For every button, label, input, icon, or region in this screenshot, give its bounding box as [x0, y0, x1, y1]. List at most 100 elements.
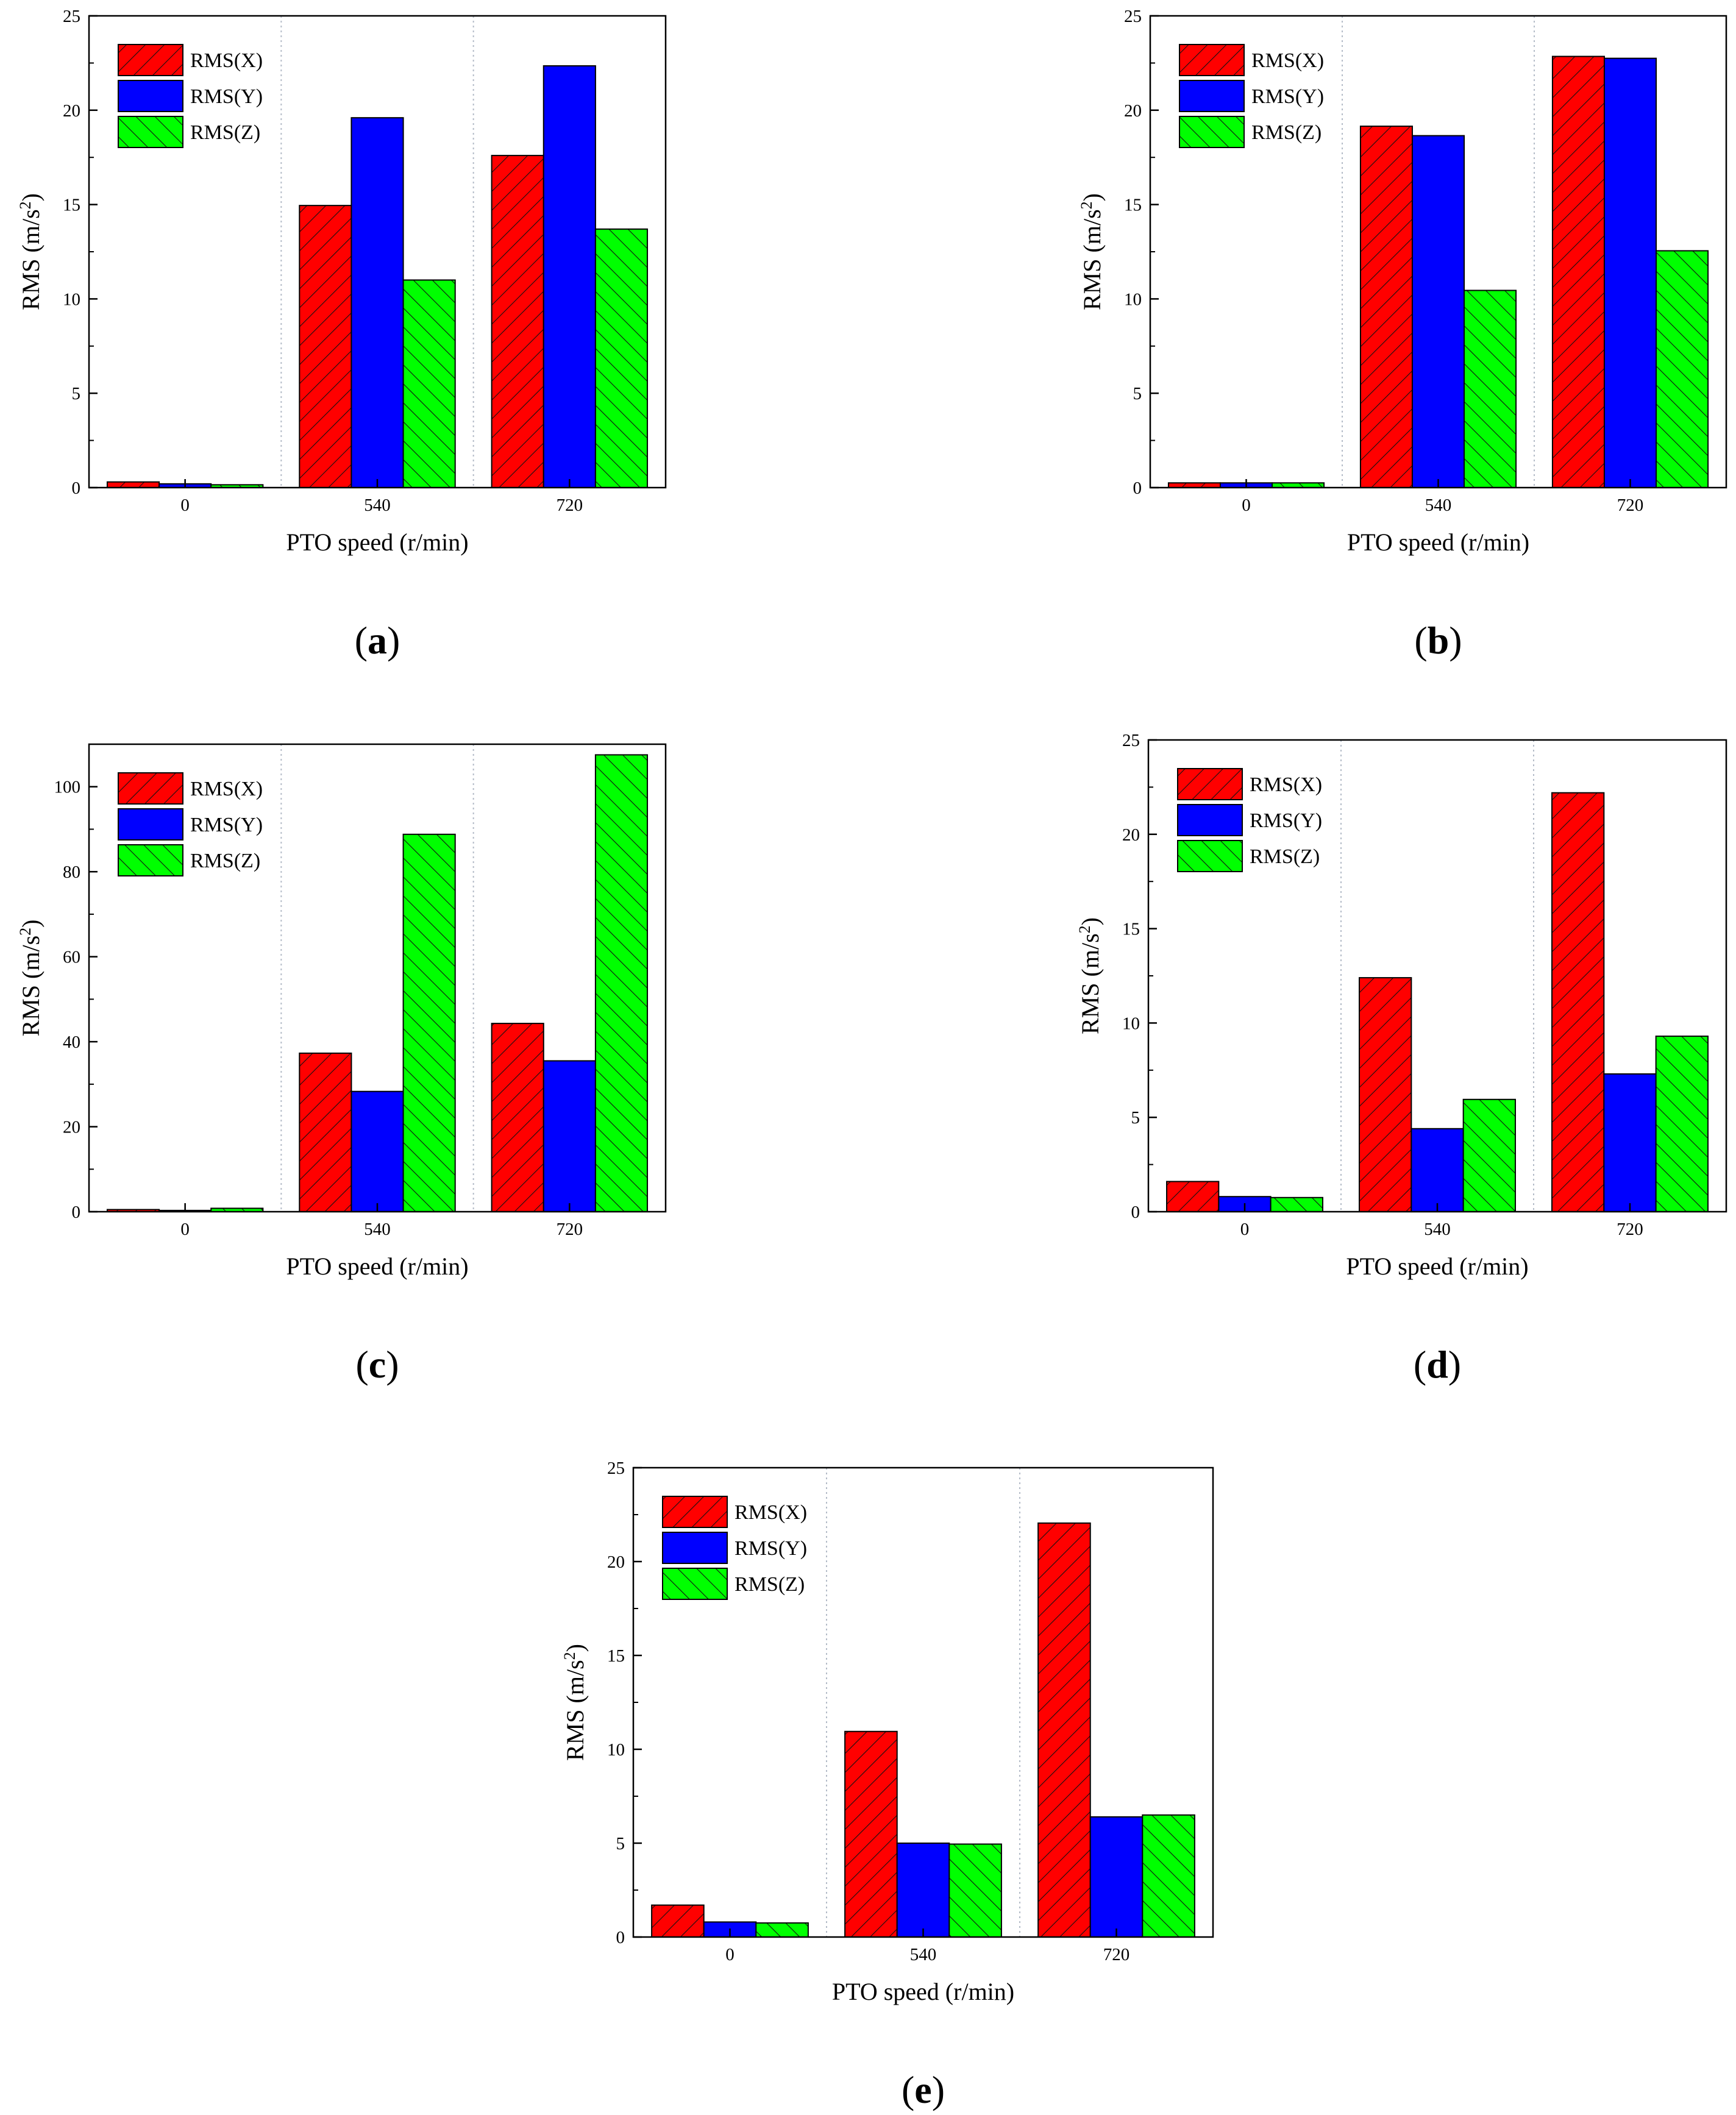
legend-label: RMS(X): [1250, 773, 1322, 796]
legend-label: RMS(Z): [1251, 121, 1322, 144]
bar-rmsz-720: [1142, 1814, 1195, 1938]
y-tick-label: 20: [1122, 825, 1140, 845]
y-tick-label: 20: [607, 1552, 625, 1572]
bar-rmsy-720: [542, 1060, 596, 1212]
legend-swatch: [118, 772, 183, 805]
legend-swatch: [662, 1568, 728, 1600]
legend-swatch: [118, 808, 183, 841]
bar-rmsz-540: [1464, 290, 1517, 488]
y-tick-label: 0: [616, 1928, 625, 1947]
y-tick-label: 0: [72, 478, 81, 498]
legend-label: RMS(Z): [1250, 845, 1320, 868]
y-tick-label: 40: [63, 1033, 80, 1052]
legend: RMS(X) RMS(Y) RMS(Z): [1179, 44, 1324, 148]
panel-label: (c): [355, 1343, 399, 1386]
bar-rmsz-540: [402, 833, 456, 1212]
x-axis-label: PTO speed (r/min): [1347, 528, 1529, 556]
y-tick-label: 15: [1124, 196, 1142, 215]
y-tick-label: 100: [54, 778, 81, 797]
y-tick-label: 0: [1133, 478, 1142, 498]
legend-label: RMS(X): [1251, 49, 1324, 72]
bar-rmsx-0: [106, 481, 160, 488]
y-tick-label: 25: [607, 1459, 625, 1478]
legend-swatch: [1179, 80, 1245, 112]
panel-label: (e): [902, 2068, 945, 2111]
legend-swatch: [1177, 840, 1243, 872]
legend-label: RMS(Z): [190, 121, 260, 144]
bar-rmsx-540: [844, 1730, 898, 1938]
y-tick-label: 5: [1131, 1108, 1140, 1128]
x-tick-label: 720: [557, 496, 583, 515]
y-tick-label: 0: [1131, 1203, 1140, 1222]
y-tick-label: 20: [63, 101, 80, 121]
x-tick-label: 540: [364, 1220, 391, 1239]
y-axis-label: RMS (m/s2): [16, 920, 44, 1037]
chart-panel-e: 0 5 10 15 20 25 0 540 720 PTO speed (r/min) RMS (m…: [561, 1459, 1214, 2111]
y-tick-label: 5: [616, 1834, 625, 1854]
y-axis-label: RMS (m/s2): [16, 193, 44, 310]
bar-rmsz-540: [948, 1843, 1002, 1938]
bar-rmsy-720: [1089, 1816, 1144, 1938]
legend: RMS(X) RMS(Y) RMS(Z): [118, 44, 263, 148]
legend-swatch: [118, 80, 183, 112]
legend-swatch: [118, 844, 183, 876]
x-tick-label: 720: [1617, 496, 1644, 515]
legend-label: RMS(X): [735, 1501, 807, 1524]
x-tick-label: 720: [557, 1220, 583, 1239]
bar-rmsx-540: [299, 205, 352, 488]
chart-panel-b: 0 5 10 15 20 25 0 540 720 PTO speed (r/min) RMS (m…: [1078, 7, 1727, 662]
legend-label: RMS(Y): [190, 85, 263, 108]
legend-label: RMS(X): [190, 778, 263, 800]
bar-rmsx-720: [491, 1023, 544, 1212]
bar-rmsx-0: [1166, 1181, 1220, 1212]
legend-swatch: [118, 116, 183, 148]
bar-rmsx-720: [1551, 792, 1605, 1212]
legend-label: RMS(X): [190, 49, 263, 72]
legend-label: RMS(Y): [1250, 809, 1322, 832]
bar-rmsy-720: [1603, 57, 1657, 489]
y-tick-label: 60: [63, 948, 80, 967]
legend-swatch: [1177, 768, 1243, 800]
chart-panel-a: 0 5 10 15 20 25 0 540 720 PTO speed (r/min) RMS (m…: [16, 7, 667, 662]
y-tick-label: 25: [1124, 7, 1142, 26]
bar-rmsz-540: [1462, 1098, 1516, 1212]
bar-rmsy-540: [350, 1090, 404, 1213]
legend-label: RMS(Y): [735, 1537, 807, 1560]
y-tick-label: 5: [72, 384, 81, 403]
bar-rmsy-720: [542, 65, 596, 488]
bar-rmsz-720: [594, 754, 649, 1212]
y-axis-label: RMS (m/s2): [1078, 193, 1106, 310]
y-tick-label: 20: [1124, 101, 1142, 121]
x-tick-label: 540: [1424, 1220, 1451, 1239]
y-tick-label: 10: [63, 290, 80, 309]
y-tick-label: 20: [63, 1118, 80, 1137]
bar-rmsy-540: [896, 1843, 950, 1938]
legend: RMS(X) RMS(Y) RMS(Z): [1177, 768, 1322, 872]
chart-panel-c: 0 20 40 60 80 100 0 540 720 PTO speed (r/min) RMS …: [16, 743, 667, 1386]
bar-rmsx-540: [299, 1052, 352, 1212]
legend-swatch: [1179, 44, 1245, 76]
legend-label: RMS(Y): [1251, 85, 1324, 108]
bar-rmsz-0: [755, 1922, 809, 1938]
x-tick-label: 720: [1103, 1945, 1130, 1964]
x-axis-label: PTO speed (r/min): [832, 1978, 1014, 2005]
bar-rmsx-0: [651, 1904, 705, 1938]
x-axis-label: PTO speed (r/min): [1346, 1253, 1528, 1280]
panel-label: (a): [355, 619, 400, 662]
bar-rmsx-720: [1551, 55, 1605, 488]
x-tick-label: 540: [364, 496, 391, 515]
legend-swatch: [118, 44, 183, 76]
y-tick-label: 10: [1122, 1014, 1140, 1033]
panel-label: (b): [1414, 619, 1462, 662]
panel-label: (d): [1414, 1343, 1461, 1386]
bar-rmsz-720: [1656, 250, 1709, 488]
bar-rmsx-540: [1359, 977, 1412, 1212]
x-tick-label: 0: [180, 1220, 190, 1239]
bar-rmsy-720: [1603, 1073, 1657, 1212]
x-axis-label: PTO speed (r/min): [286, 1253, 468, 1280]
x-axis-label: PTO speed (r/min): [286, 528, 468, 556]
bar-rmsy-540: [1410, 1128, 1464, 1212]
y-tick-label: 25: [63, 7, 80, 26]
y-axis-label: RMS (m/s2): [1076, 917, 1104, 1034]
